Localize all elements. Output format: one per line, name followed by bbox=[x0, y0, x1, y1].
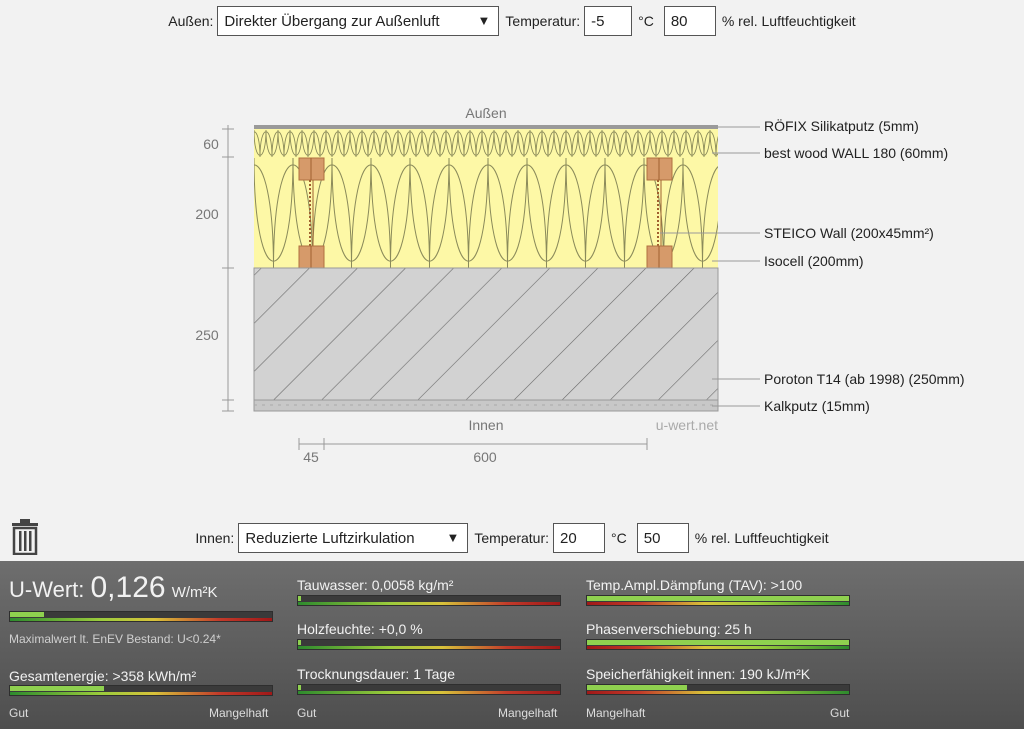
tav-bar bbox=[586, 595, 850, 606]
phase-label: Phasenverschiebung: 25 h bbox=[586, 621, 752, 637]
inner-temperature-input[interactable]: 20 bbox=[553, 523, 606, 553]
leader-lines bbox=[660, 126, 760, 407]
inside-label: Innen bbox=[468, 417, 503, 433]
tauwasser-label: Tauwasser: 0,0058 kg/m² bbox=[297, 577, 454, 593]
dim-label-60: 60 bbox=[203, 136, 219, 152]
inner-label: Innen: bbox=[195, 530, 235, 546]
layer-label-poroton: Poroton T14 (ab 1998) (250mm) bbox=[764, 371, 965, 387]
scale-good-label: Gut bbox=[830, 706, 850, 720]
layer-silikatputz bbox=[254, 125, 718, 129]
outer-temp-unit: °C bbox=[638, 13, 654, 29]
inner-humidity-input[interactable]: 50 bbox=[636, 523, 689, 553]
uwert-heading: U-Wert: 0,126 W/m²K bbox=[9, 571, 218, 605]
enev-note: Maximalwert lt. EnEV Bestand: U<0.24* bbox=[9, 632, 221, 646]
dim-label-250: 250 bbox=[195, 327, 219, 343]
layer-label-steico: STEICO Wall (200x45mm²) bbox=[764, 225, 934, 241]
outside-label: Außen bbox=[465, 105, 506, 121]
scale-bad-label: Mangelhaft bbox=[586, 706, 646, 720]
dim-label-600: 600 bbox=[473, 449, 497, 465]
wood-fibre-pattern bbox=[254, 129, 718, 158]
scale-bad-label: Mangelhaft bbox=[498, 706, 558, 720]
holzfeuchte-label: Holzfeuchte: +0,0 % bbox=[297, 621, 423, 637]
outer-humidity-unit: % rel. Luftfeuchtigkeit bbox=[721, 13, 856, 29]
speicher-label: Speicherfähigkeit innen: 190 kJ/m²K bbox=[586, 666, 811, 682]
outer-transition-value: Direkter Übergang zur Außenluft bbox=[224, 12, 440, 30]
trash-icon[interactable] bbox=[10, 519, 40, 555]
dropdown-arrow-icon: ▼ bbox=[477, 13, 491, 28]
trocknung-label: Trocknungsdauer: 1 Tage bbox=[297, 666, 455, 682]
outer-conditions: Außen: Direkter Übergang zur Außenluft ▼… bbox=[0, 6, 1024, 36]
inner-transition-select[interactable]: Reduzierte Luftzirkulation ▼ bbox=[238, 523, 469, 553]
uwert-bar bbox=[9, 611, 273, 622]
tauwasser-bar bbox=[297, 595, 561, 606]
dimension-line-vertical bbox=[222, 125, 234, 412]
inner-temp-unit: °C bbox=[611, 530, 627, 546]
trocknung-bar bbox=[297, 684, 561, 695]
layer-poroton bbox=[253, 267, 719, 401]
layer-label-silikatputz: RÖFIX Silikatputz (5mm) bbox=[764, 117, 919, 134]
dropdown-arrow-icon: ▼ bbox=[446, 530, 460, 545]
uwert-unit: W/m²K bbox=[171, 584, 218, 601]
dim-label-200: 200 bbox=[195, 206, 219, 222]
layer-label-isocell: Isocell (200mm) bbox=[764, 253, 864, 269]
inner-humidity-unit: % rel. Luftfeuchtigkeit bbox=[694, 530, 829, 546]
outer-transition-select[interactable]: Direkter Übergang zur Außenluft ▼ bbox=[217, 6, 500, 36]
inner-conditions: Innen: Reduzierte Luftzirkulation ▼ Temp… bbox=[0, 523, 1024, 553]
outer-label: Außen: bbox=[168, 13, 214, 29]
outer-temperature-input[interactable]: -5 bbox=[584, 6, 633, 36]
steico-stud-right bbox=[646, 157, 673, 269]
outer-temp-label: Temperatur: bbox=[505, 13, 581, 29]
uwert-label: U-Wert: bbox=[9, 577, 85, 602]
gesamtenergie-label: Gesamtenergie: >358 kWh/m² bbox=[9, 668, 197, 684]
steico-stud-left bbox=[298, 157, 325, 269]
phase-bar bbox=[586, 639, 850, 650]
scale-good-label: Gut bbox=[9, 706, 29, 720]
insulation-pattern bbox=[254, 157, 718, 268]
results-panel: U-Wert: 0,126 W/m²K Maximalwert lt. EnEV… bbox=[0, 561, 1024, 729]
dimension-line-horizontal bbox=[298, 438, 648, 450]
wall-cross-section: Außen Innen u-wert.net 60 200 250 bbox=[195, 105, 965, 465]
gesamtenergie-bar bbox=[9, 685, 273, 696]
watermark: u-wert.net bbox=[656, 417, 718, 433]
dim-label-45: 45 bbox=[303, 449, 319, 465]
holzfeuchte-bar bbox=[297, 639, 561, 650]
outer-humidity-input[interactable]: 80 bbox=[663, 6, 716, 36]
inner-temp-label: Temperatur: bbox=[474, 530, 550, 546]
scale-good-label: Gut bbox=[297, 706, 317, 720]
uwert-value: 0,126 bbox=[90, 571, 166, 604]
layer-label-kalkputz: Kalkputz (15mm) bbox=[764, 398, 870, 414]
inner-transition-value: Reduzierte Luftzirkulation bbox=[245, 529, 415, 547]
scale-bad-label: Mangelhaft bbox=[209, 706, 269, 720]
speicher-bar bbox=[586, 684, 850, 695]
tav-label: Temp.Ampl.Dämpfung (TAV): >100 bbox=[586, 577, 803, 593]
layer-label-best-wood: best wood WALL 180 (60mm) bbox=[764, 145, 948, 161]
